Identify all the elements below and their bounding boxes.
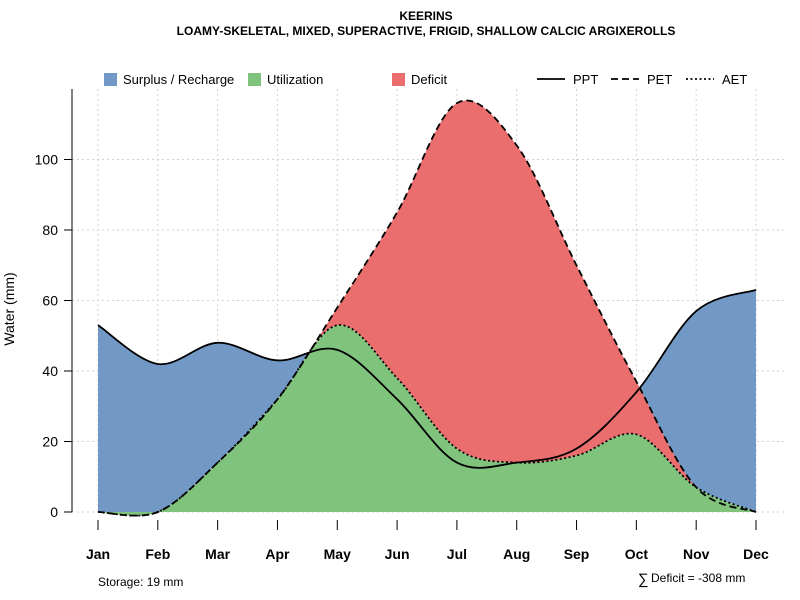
legend-swatch-surplus-recharge: [104, 73, 117, 86]
legend-swatch-deficit: [392, 73, 405, 86]
area-layers: [98, 100, 756, 516]
legend-label: AET: [722, 72, 747, 87]
x-tick-label-feb: Feb: [145, 546, 170, 562]
x-tick-label-nov: Nov: [683, 546, 710, 562]
deficit-area: [98, 100, 756, 516]
axes: 0 20 40 60 80 100 Jan Feb Mar Apr May Jun Jul Aug Sep O…: [35, 89, 769, 562]
chart-title: KEERINS: [399, 9, 452, 23]
legend-label: PPT: [573, 72, 598, 87]
series-line-ppt: [97, 289, 757, 469]
y-tick-label: 60: [42, 293, 58, 309]
deficit-note: Deficit = -308 mm: [651, 571, 745, 585]
x-tick-label-jan: Jan: [86, 546, 110, 562]
x-tick-label-jun: Jun: [385, 546, 410, 562]
legend-swatch-utilization: [248, 73, 261, 86]
x-tick-label-dec: Dec: [743, 546, 769, 562]
legend-label: PET: [647, 72, 672, 87]
y-tick-label: 100: [35, 152, 59, 168]
series-lines: [97, 99, 757, 517]
x-tick-label-mar: Mar: [205, 546, 230, 562]
series-line-pet: [97, 99, 757, 517]
x-tick-label-sep: Sep: [564, 546, 590, 562]
legend: Surplus / Recharge Utilization Deficit PPT P…: [104, 72, 747, 87]
storage-note: Storage: 19 mm: [98, 575, 183, 589]
chart-subtitle: LOAMY-SKELETAL, MIXED, SUPERACTIVE, FRIG…: [177, 24, 676, 38]
y-tick-label: 80: [42, 222, 58, 238]
series-line-aet: [97, 324, 757, 517]
deficit-sum-icon: ∑: [638, 571, 649, 588]
x-tick-label-aug: Aug: [503, 546, 530, 562]
utilization-area: [98, 324, 756, 516]
legend-label: Surplus / Recharge: [123, 72, 234, 87]
y-tick-label: 0: [50, 504, 58, 520]
y-axis-label: Water (mm): [1, 272, 17, 345]
x-tick-label-may: May: [324, 546, 351, 562]
x-tick-label-oct: Oct: [625, 546, 649, 562]
x-tick-label-jul: Jul: [447, 546, 467, 562]
legend-label: Utilization: [267, 72, 323, 87]
y-tick-label: 40: [42, 363, 58, 379]
x-tick-label-apr: Apr: [265, 546, 290, 562]
legend-label: Deficit: [411, 72, 448, 87]
y-tick-label: 20: [42, 434, 58, 450]
